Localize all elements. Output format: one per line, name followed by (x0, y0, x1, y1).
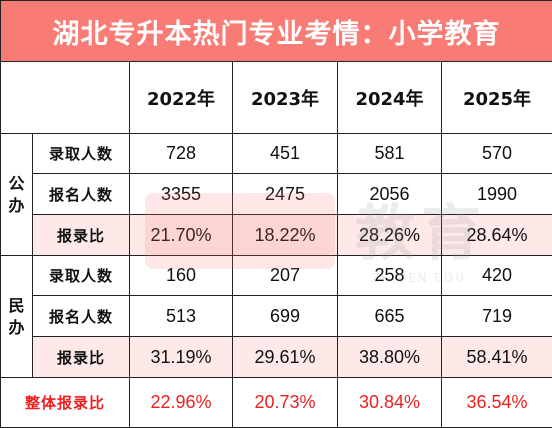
table-cell: 2056 (337, 173, 442, 215)
table-cell: 207 (232, 255, 338, 296)
table-cell: 665 (337, 295, 442, 337)
table-cell: 258 (337, 255, 442, 296)
overall-ratio-cell: 30.84% (337, 377, 442, 428)
table-cell: 31.19% (129, 336, 233, 378)
table-cell: 699 (232, 295, 338, 337)
table-cell: 451 (232, 133, 338, 174)
year-header: 2024年 (337, 61, 442, 134)
table-cell: 581 (337, 133, 442, 174)
overall-ratio-cell: 36.54% (440, 377, 552, 428)
group-name: 民办 (8, 295, 25, 337)
table-cell: 18.22% (232, 214, 338, 256)
table-cell: 160 (129, 255, 233, 296)
group-private-label: 民办 (0, 255, 33, 378)
table-cell: 58.41% (440, 336, 552, 378)
row-label-admitted: 录取人数 (32, 133, 130, 174)
overall-ratio-cell: 20.73% (232, 377, 338, 428)
table-cell: 2475 (232, 173, 338, 215)
year-header: 2023年 (232, 61, 338, 134)
table-cell: 38.80% (337, 336, 442, 378)
group-public-label: 公办 (0, 133, 33, 256)
year-header: 2025年 (440, 61, 552, 134)
row-label-ratio: 报录比 (32, 336, 130, 378)
table-cell: 21.70% (129, 214, 233, 256)
overall-ratio-label: 整体报录比 (0, 377, 130, 428)
table-cell: 28.26% (337, 214, 442, 256)
table-cell: 728 (129, 133, 233, 174)
table-title: 湖北专升本热门专业考情：小学教育 (0, 0, 552, 62)
header-corner (0, 61, 130, 134)
row-label-ratio: 报录比 (32, 214, 130, 256)
table-cell: 719 (440, 295, 552, 337)
table-cell: 28.64% (440, 214, 552, 256)
overall-ratio-cell: 22.96% (129, 377, 233, 428)
table-cell: 570 (440, 133, 552, 174)
row-label-applicants: 报名人数 (32, 173, 130, 215)
year-header: 2022年 (129, 61, 233, 134)
table-cell: 29.61% (232, 336, 338, 378)
table-cell: 3355 (129, 173, 233, 215)
table-cell: 513 (129, 295, 233, 337)
row-label-applicants: 报名人数 (32, 295, 130, 337)
table-cell: 1990 (440, 173, 552, 215)
table-cell: 420 (440, 255, 552, 296)
row-label-admitted: 录取人数 (32, 255, 130, 296)
group-name: 公办 (8, 173, 25, 215)
